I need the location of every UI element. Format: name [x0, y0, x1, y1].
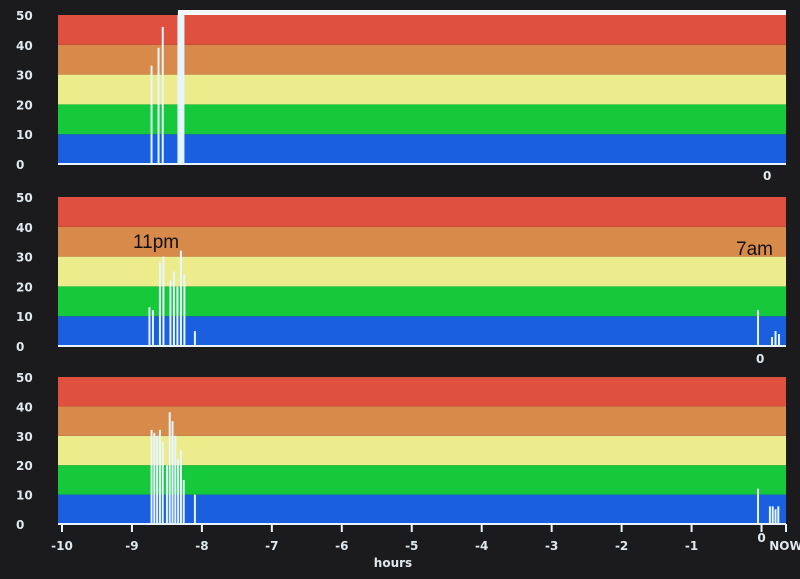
x-tick-label: -8 [195, 539, 208, 553]
y-tick-label: 0 [16, 340, 24, 354]
y-tick-label: 0 [16, 158, 24, 172]
panel-2: 0 10 20 30 40 50 [16, 191, 786, 354]
band-1 [58, 465, 786, 495]
y-tick-label: 20 [16, 98, 33, 112]
x-tick-label: -5 [405, 539, 418, 553]
band-2 [58, 435, 786, 466]
y-tick-label: 50 [16, 9, 33, 23]
band-3 [58, 226, 786, 257]
annotation-11pm: 11pm [133, 232, 179, 253]
data-spike [174, 435, 177, 524]
data-spike [177, 15, 185, 164]
y-tick-label: 40 [16, 400, 33, 414]
data-spike [193, 331, 196, 346]
data-spike [777, 506, 780, 524]
y-tick-label: 20 [16, 459, 33, 473]
y-tick-label: 10 [16, 310, 33, 324]
x-axis-label: hours [374, 556, 412, 570]
x-tick-label: -10 [51, 539, 73, 553]
x-tick-label: NOW [769, 539, 800, 553]
data-spike [151, 310, 154, 346]
data-spike [172, 271, 175, 346]
band-4 [58, 15, 786, 45]
data-spike [778, 334, 781, 346]
y-tick-label: 40 [16, 39, 33, 53]
x-tick-label: -7 [265, 539, 278, 553]
band-1 [58, 286, 786, 317]
x-tick-label: 0 [757, 531, 765, 545]
data-spike [774, 331, 777, 346]
y-tick-label: 30 [16, 251, 33, 265]
y-tick-label: 10 [16, 489, 33, 503]
y-tick-label: 50 [16, 191, 33, 205]
data-spike [774, 509, 777, 524]
data-spike [150, 429, 153, 524]
data-spike [162, 256, 165, 346]
data-spike [757, 310, 760, 346]
band-2 [58, 74, 786, 105]
data-spike [757, 488, 760, 524]
annotation-7am: 7am [736, 239, 773, 260]
panel-1: 0 10 20 30 40 50 [16, 9, 787, 172]
data-spike [169, 280, 172, 346]
data-spike [156, 435, 159, 524]
data-spike [176, 286, 179, 346]
panel-2-end-label: 0 [756, 352, 764, 366]
x-tick-label: -6 [335, 539, 348, 553]
data-spike [183, 274, 186, 346]
band-0 [58, 134, 786, 164]
y-tick-label: 40 [16, 221, 33, 235]
x-tick-label: -2 [615, 539, 628, 553]
y-tick-label: 50 [16, 371, 33, 385]
data-spike [179, 250, 182, 346]
top-limit-line [177, 10, 787, 15]
band-3 [58, 44, 786, 75]
data-spike [179, 450, 182, 524]
data-spike [768, 506, 771, 524]
band-0 [58, 494, 786, 524]
data-spike [171, 421, 174, 524]
data-spike [158, 262, 161, 346]
x-tick-label: -3 [545, 539, 558, 553]
x-tick-label: -4 [475, 539, 488, 553]
data-spike [168, 412, 171, 524]
data-spike [148, 307, 151, 346]
data-spike [158, 429, 161, 524]
y-tick-label: 30 [16, 430, 33, 444]
y-tick-label: 0 [16, 518, 24, 532]
band-4 [58, 197, 786, 227]
data-spike [150, 65, 153, 164]
panel-1-end-label: 0 [763, 169, 771, 183]
data-spike [771, 337, 774, 346]
data-spike [177, 459, 180, 524]
band-4 [58, 377, 786, 407]
band-1 [58, 104, 786, 135]
data-spike [182, 479, 185, 524]
y-tick-label: 30 [16, 69, 33, 83]
x-tick-label: -1 [685, 539, 698, 553]
data-spike [165, 465, 168, 524]
data-spike [161, 441, 164, 524]
data-spike [161, 26, 164, 165]
data-spike [193, 494, 196, 524]
data-spike [771, 506, 774, 524]
band-2 [58, 256, 786, 287]
y-tick-label: 20 [16, 280, 33, 294]
data-spike [153, 432, 156, 524]
data-spike [157, 47, 160, 164]
x-tick-label: -9 [125, 539, 138, 553]
band-0 [58, 316, 786, 346]
band-3 [58, 406, 786, 436]
y-tick-label: 10 [16, 128, 33, 142]
